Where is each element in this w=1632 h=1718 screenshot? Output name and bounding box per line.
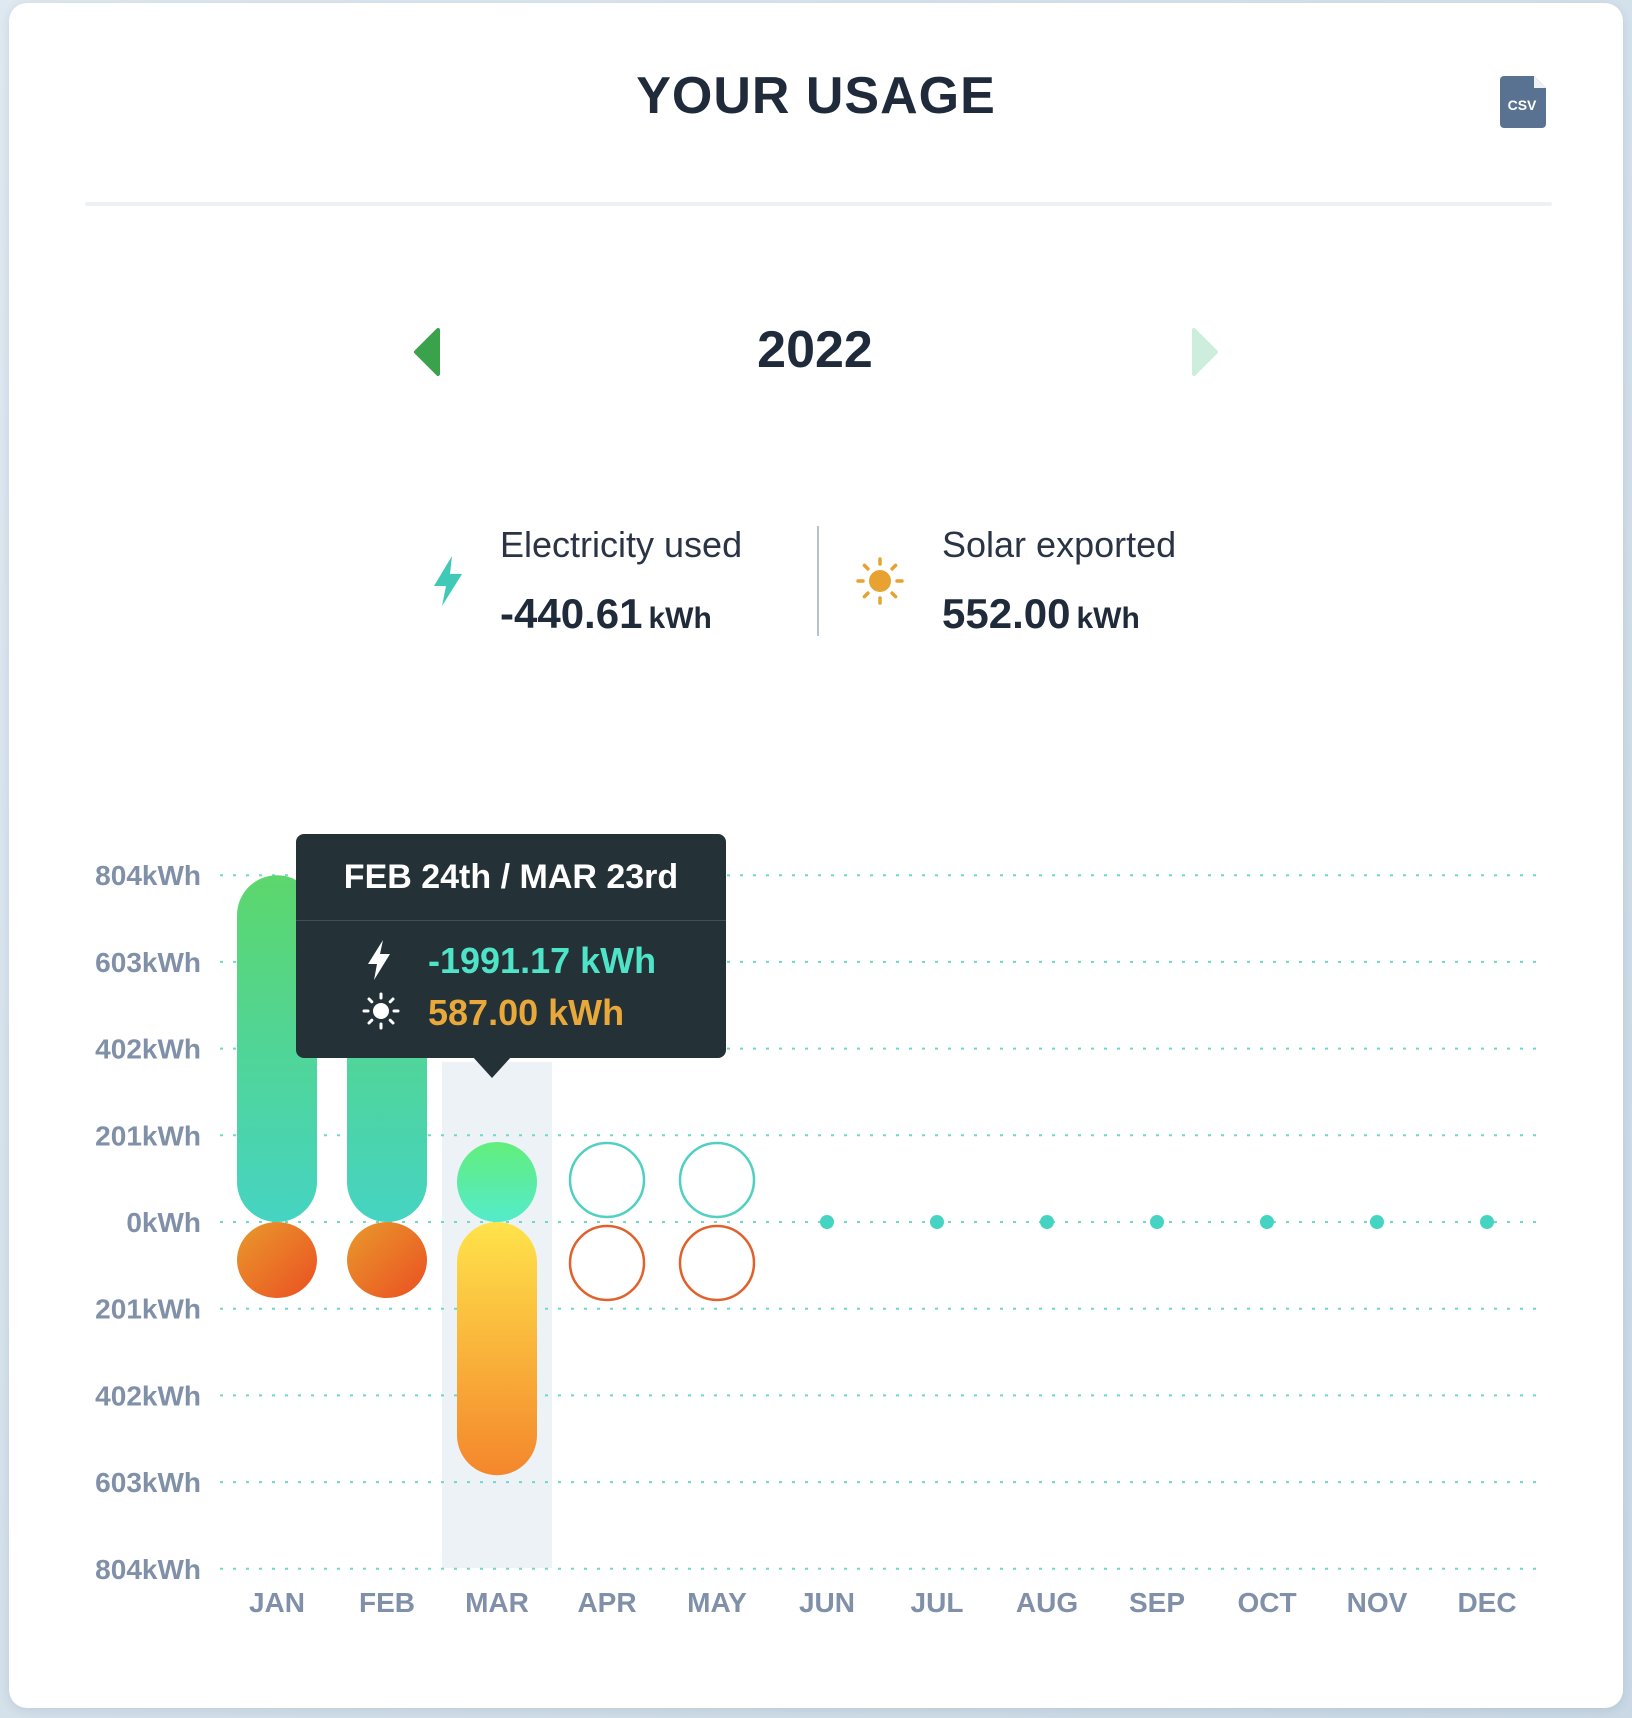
caret-right-icon[interactable]: [1188, 328, 1222, 376]
csv-download-icon[interactable]: CSV: [1500, 76, 1546, 128]
x-tick-label: DEC: [1457, 1587, 1516, 1618]
y-tick-label: 201kWh: [95, 1294, 201, 1325]
x-tick-label: JUL: [911, 1587, 964, 1618]
solar-placeholder: [568, 1224, 646, 1302]
sun-icon: [362, 992, 400, 1030]
y-tick-label: 402kWh: [95, 1034, 201, 1065]
y-tick-label: 603kWh: [95, 947, 201, 978]
solar-bar[interactable]: [347, 1222, 427, 1298]
caret-left-icon[interactable]: [412, 328, 446, 376]
y-tick-label: 603kWh: [95, 1467, 201, 1498]
y-tick-label: 804kWh: [95, 1554, 201, 1585]
electricity-bar[interactable]: [457, 1142, 537, 1222]
empty-month-dot: [1480, 1215, 1494, 1229]
x-tick-label: NOV: [1347, 1587, 1408, 1618]
solar-exported-label: Solar exported: [942, 524, 1177, 565]
solar-bar[interactable]: [237, 1222, 317, 1298]
lightning-bolt-icon: [368, 940, 390, 980]
tooltip-title: FEB 24th / MAR 23rd: [343, 858, 679, 896]
summary-separator: [817, 526, 819, 636]
y-tick-label: 0kWh: [126, 1207, 201, 1238]
solar-bar[interactable]: [457, 1222, 537, 1476]
x-tick-label: AUG: [1016, 1587, 1078, 1618]
empty-month-dot: [1040, 1215, 1054, 1229]
y-tick-label: 804kWh: [95, 860, 201, 891]
page-title: YOUR USAGE: [636, 67, 996, 125]
usage-card: [9, 3, 1623, 1708]
empty-month-dot: [1370, 1215, 1384, 1229]
header-divider: [85, 202, 1552, 206]
tooltip-pointer: [472, 1056, 512, 1078]
electricity-placeholder: [568, 1141, 646, 1219]
x-tick-label: JAN: [249, 1587, 305, 1618]
empty-month-dot: [1260, 1215, 1274, 1229]
solar-exported-value: 552.00 kWh: [942, 590, 1140, 637]
x-tick-label: SEP: [1129, 1587, 1185, 1618]
electricity-placeholder: [678, 1141, 756, 1219]
sun-icon: [856, 557, 904, 605]
x-tick-label: OCT: [1237, 1587, 1296, 1618]
year-label: 2022: [757, 321, 873, 379]
x-tick-label: MAY: [687, 1587, 747, 1618]
month-tooltip: FEB 24th / MAR 23rd -1991.17 kWh 587.00 …: [296, 834, 726, 1078]
tooltip-solar-value: 587.00 kWh: [428, 992, 625, 1033]
empty-month-dot: [930, 1215, 944, 1229]
x-tick-label: MAR: [465, 1587, 529, 1618]
electricity-used-label: Electricity used: [500, 524, 743, 565]
csv-label: CSV: [1508, 97, 1537, 113]
solar-placeholder: [678, 1224, 756, 1302]
tooltip-electricity-value: -1991.17 kWh: [428, 940, 657, 981]
x-tick-label: JUN: [799, 1587, 855, 1618]
y-tick-label: 402kWh: [95, 1380, 201, 1411]
empty-month-dot: [820, 1215, 834, 1229]
tooltip-divider: [296, 920, 726, 921]
lightning-bolt-icon: [434, 556, 462, 606]
x-tick-label: APR: [577, 1587, 636, 1618]
y-tick-label: 201kWh: [95, 1120, 201, 1151]
empty-month-dot: [1150, 1215, 1164, 1229]
electricity-used-value: -440.61 kWh: [500, 590, 712, 637]
x-tick-label: FEB: [359, 1587, 415, 1618]
